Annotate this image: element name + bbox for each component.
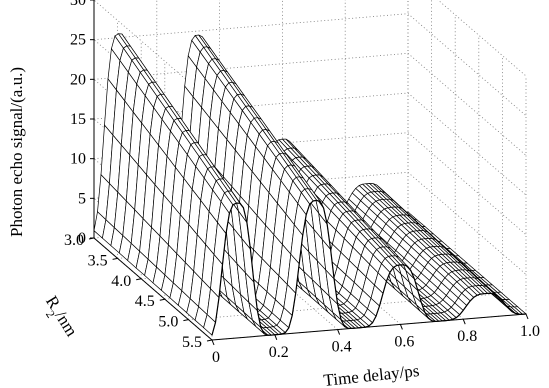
x-tick-mark-4 bbox=[462, 319, 466, 325]
y-tick-label-4: 5.0 bbox=[158, 314, 178, 331]
y-tick-label-1: 3.5 bbox=[88, 252, 108, 269]
y-tick-mark-2 bbox=[136, 278, 142, 281]
x-tick-label-3: 0.6 bbox=[394, 333, 414, 350]
z-axis-label: Photon echo signal/(a.u.) bbox=[7, 67, 26, 237]
z-tick-label-0: 0 bbox=[78, 230, 86, 247]
grid-line-13 bbox=[407, 53, 527, 156]
grid-line-4 bbox=[407, 172, 527, 275]
tick-labels: 0 0.2 0.4 0.6 0.8 1.0 3.03.54.04.55.05.5 0 5 10 15… bbox=[64, 0, 540, 366]
x-tick-mark-2 bbox=[337, 329, 341, 335]
z-tick-label-6: 30 bbox=[70, 0, 86, 9]
axis-line-0 bbox=[211, 313, 527, 341]
grid-line-16 bbox=[407, 13, 527, 116]
axis-line-1 bbox=[93, 237, 213, 341]
y-tick-label-2: 4.0 bbox=[111, 273, 131, 290]
surface-front-edge bbox=[211, 199, 527, 336]
z-tick-label-1: 5 bbox=[78, 190, 86, 207]
z-tick-label-5: 25 bbox=[70, 32, 86, 49]
x-tick-label-2: 0.4 bbox=[332, 339, 352, 356]
grid-line-10 bbox=[407, 92, 527, 196]
x-tick-label-1: 0.2 bbox=[269, 344, 289, 361]
grid-line-19 bbox=[437, 0, 527, 77]
y-tick-mark-4 bbox=[183, 319, 189, 322]
y-tick-mark-3 bbox=[159, 298, 165, 301]
z-tick-label-2: 10 bbox=[70, 151, 86, 168]
x-tick-label-0: 0 bbox=[212, 349, 220, 366]
x-tick-mark-0 bbox=[211, 339, 215, 346]
y-tick-mark-5 bbox=[206, 339, 213, 342]
grid-line-7 bbox=[407, 132, 527, 235]
z-tick-label-3: 15 bbox=[70, 111, 86, 128]
z-tick-label-4: 20 bbox=[70, 71, 86, 88]
x-tick-mark-3 bbox=[399, 324, 403, 330]
x-tick-label-5: 1.0 bbox=[520, 323, 540, 340]
x-tick-mark-1 bbox=[274, 334, 278, 340]
x-tick-mark-5 bbox=[525, 313, 529, 320]
x-axis-label: Time delay/ps bbox=[323, 361, 421, 388]
grid-line-20 bbox=[93, 0, 213, 103]
y-tick-label-5: 5.5 bbox=[182, 334, 202, 351]
surface-mesh bbox=[93, 33, 527, 336]
x-tick-label-4: 0.8 bbox=[457, 328, 477, 345]
y-tick-mark-1 bbox=[112, 257, 118, 260]
y-axis-label: R2/nm bbox=[37, 292, 81, 342]
grid-line-15 bbox=[93, 13, 409, 41]
y-tick-label-3: 4.5 bbox=[135, 293, 155, 310]
y-tick-label-0: 3.0 bbox=[64, 232, 84, 249]
